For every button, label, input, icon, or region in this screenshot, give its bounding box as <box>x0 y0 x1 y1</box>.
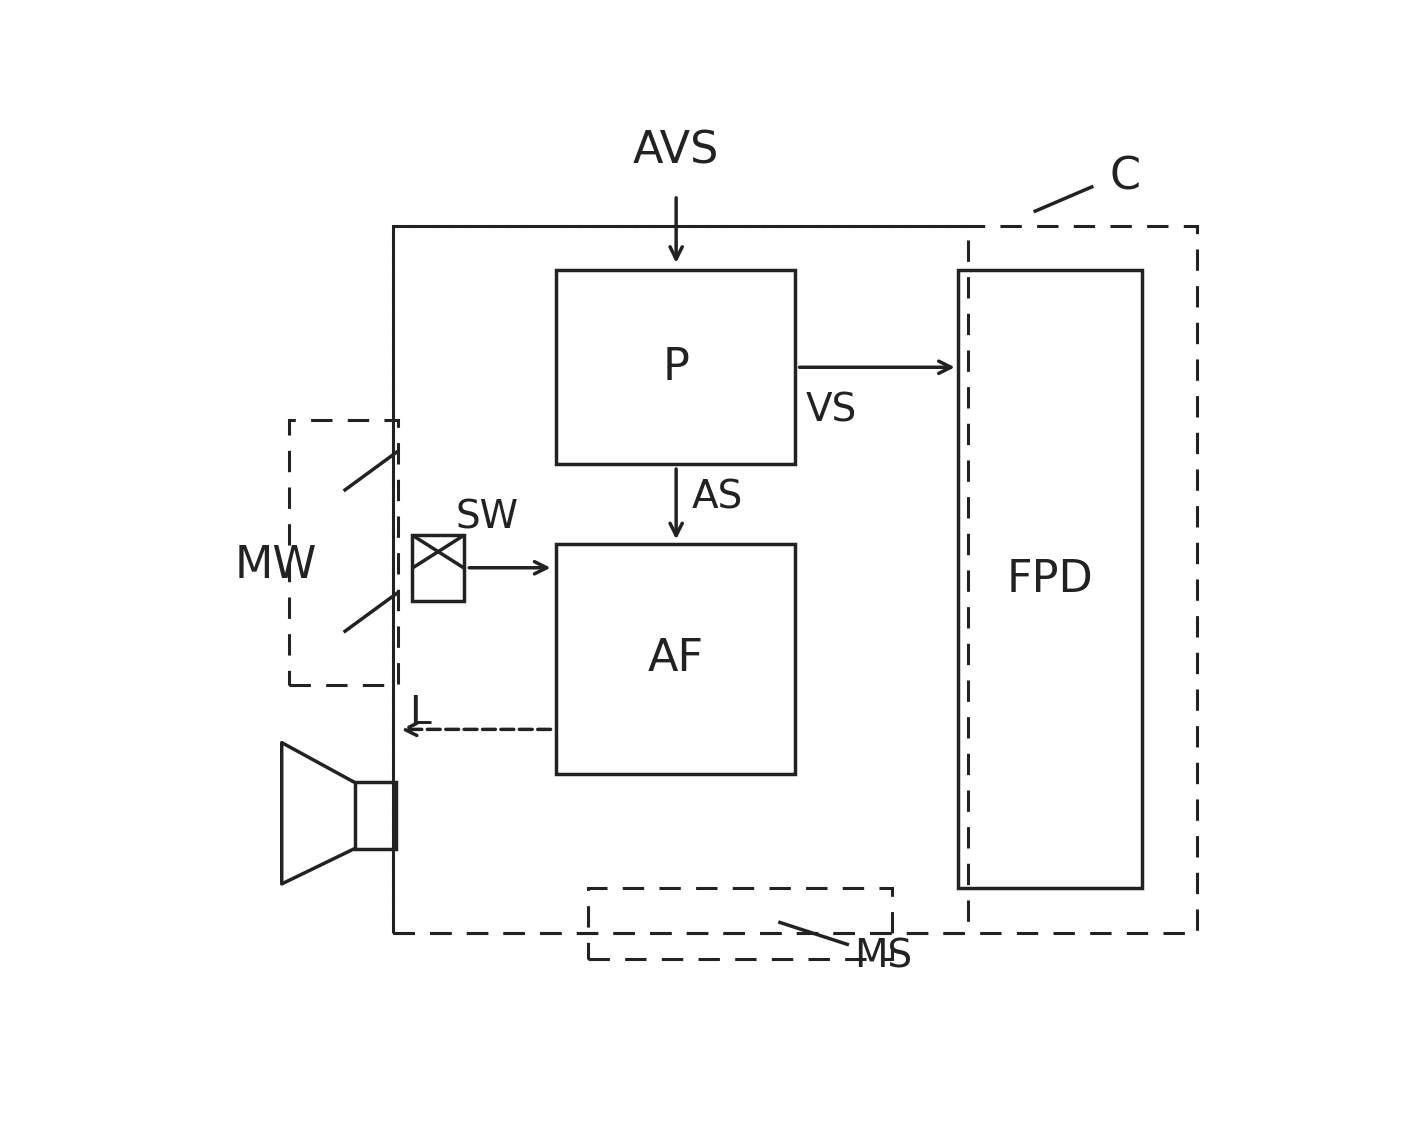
Bar <box>289 420 398 685</box>
Bar <box>958 271 1143 888</box>
Text: SW: SW <box>456 499 519 537</box>
Bar <box>355 782 395 849</box>
Text: AS: AS <box>691 479 743 517</box>
Text: C: C <box>1110 156 1141 198</box>
Text: VS: VS <box>805 392 857 430</box>
Bar <box>393 226 1197 933</box>
Text: FPD: FPD <box>1007 557 1094 601</box>
Text: P: P <box>663 345 690 389</box>
Bar <box>555 544 795 773</box>
Text: L: L <box>409 694 430 733</box>
Bar <box>589 888 893 959</box>
Bar <box>412 535 464 601</box>
Text: AF: AF <box>648 638 704 680</box>
Text: MS: MS <box>854 937 913 975</box>
Text: AVS: AVS <box>632 130 719 173</box>
Bar <box>555 271 795 465</box>
Text: MW: MW <box>236 545 317 587</box>
Bar <box>393 226 969 933</box>
